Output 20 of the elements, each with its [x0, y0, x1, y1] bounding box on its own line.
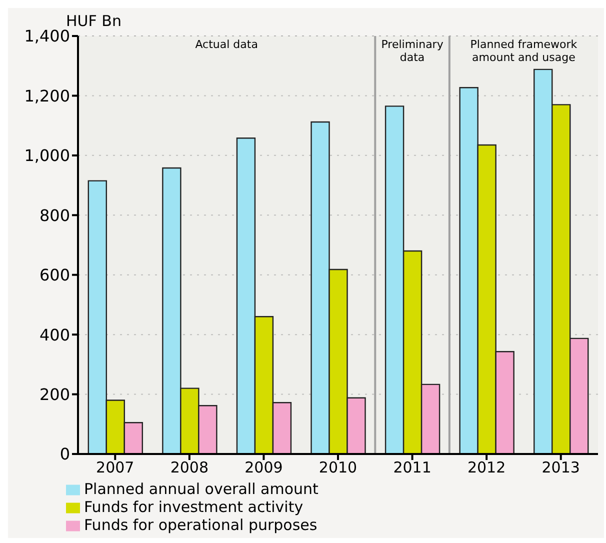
- x-tick-label: 2010: [318, 458, 358, 477]
- legend-label: Planned annual overall amount: [84, 480, 318, 498]
- y-tick-label: 200: [39, 384, 70, 404]
- y-tick-label: 1,000: [24, 146, 70, 166]
- x-tick-label: 2013: [542, 458, 580, 477]
- band-label: Preliminary data: [381, 38, 444, 64]
- x-tick-label: 2009: [244, 458, 283, 477]
- x-tick-label: 2007: [96, 458, 134, 477]
- y-tick-label: 1,200: [24, 86, 70, 106]
- y-tick-label: 0: [60, 444, 70, 464]
- x-tick-label: 2012: [467, 458, 506, 477]
- x-tick-label: 2008: [170, 458, 209, 477]
- y-tick-label: 400: [39, 325, 70, 344]
- band-label: Actual data: [195, 38, 258, 51]
- y-tick-label: 600: [39, 266, 70, 285]
- y-tick-label: 800: [39, 206, 70, 225]
- x-tick-label: 2011: [393, 458, 432, 477]
- legend-label: Funds for operational purposes: [84, 516, 318, 534]
- legend-label: Funds for investment activity: [84, 498, 304, 516]
- band-label: Planned framework amount and usage: [470, 38, 578, 64]
